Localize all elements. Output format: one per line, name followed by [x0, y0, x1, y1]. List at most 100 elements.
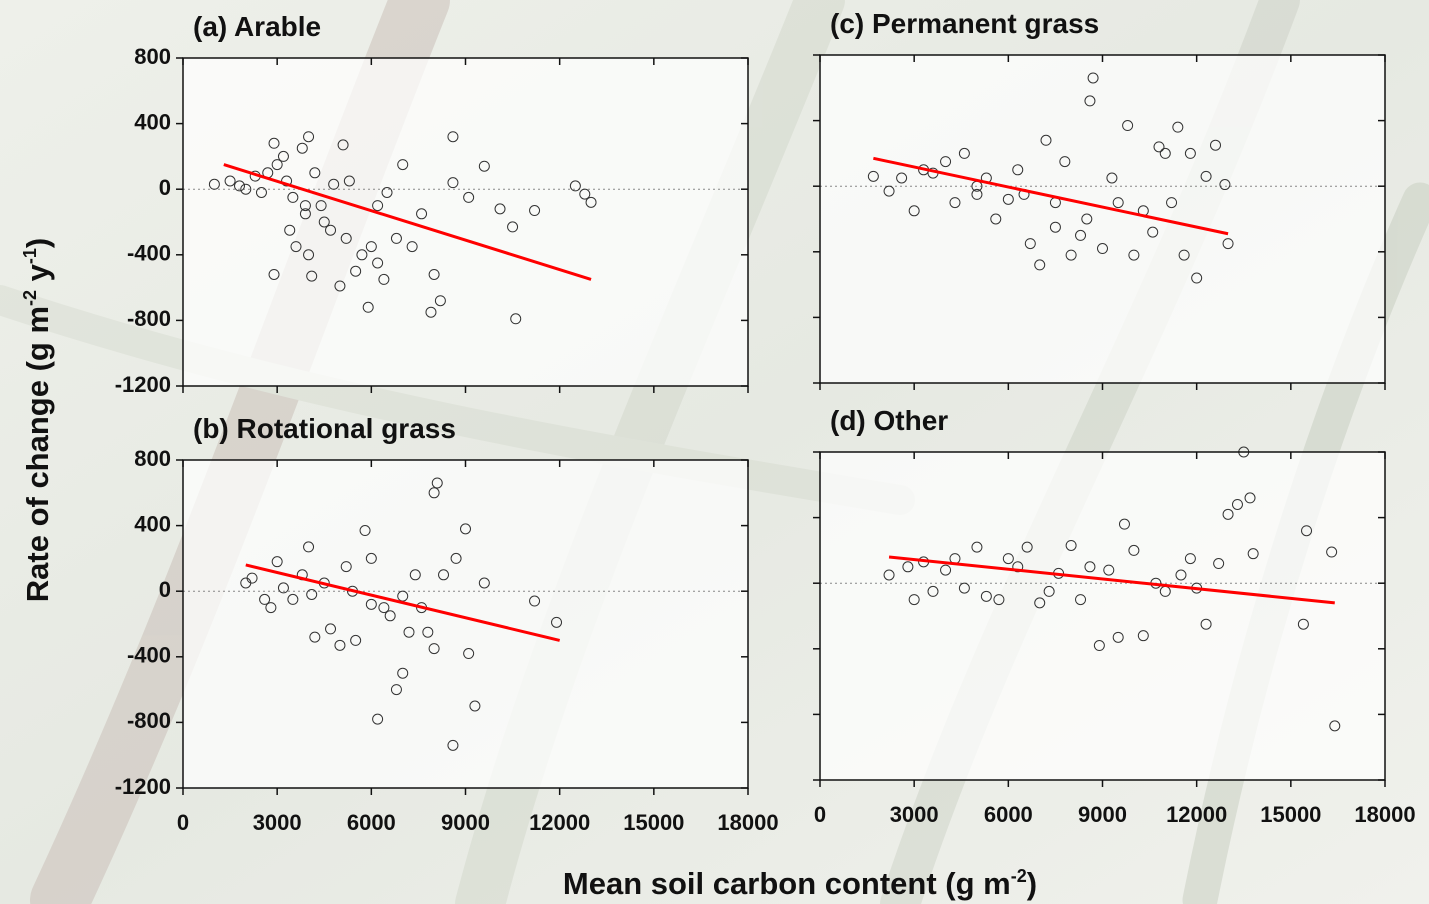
point [908, 594, 920, 606]
point [1024, 238, 1036, 250]
y-label-part: y [20, 263, 55, 290]
point [334, 280, 346, 292]
point [1184, 553, 1196, 565]
y-label-sup: -2 [20, 290, 40, 306]
point [447, 131, 459, 143]
y-tick-label: -1200 [115, 774, 171, 799]
y-label-sup: -1 [20, 248, 40, 264]
point [309, 167, 321, 179]
point [277, 582, 289, 594]
y-tick-label: 400 [134, 109, 171, 134]
point [325, 224, 337, 236]
point [431, 477, 443, 489]
point [318, 216, 330, 228]
point [478, 577, 490, 589]
y-tick-label: -400 [127, 643, 171, 668]
x-tick-label: 3000 [890, 802, 939, 827]
point [1137, 630, 1149, 642]
point [299, 208, 311, 220]
point [434, 295, 446, 307]
point [1093, 640, 1105, 652]
point [1244, 492, 1256, 504]
point [1034, 259, 1046, 271]
plot-frame [182, 57, 749, 387]
point [365, 552, 377, 564]
point [1329, 720, 1341, 732]
point [350, 265, 362, 277]
point [337, 139, 349, 151]
point [1200, 170, 1212, 182]
y-tick-label: -800 [127, 306, 171, 331]
y-tick-label: 400 [134, 511, 171, 536]
point [993, 594, 1005, 606]
point [365, 241, 377, 253]
point [1247, 548, 1259, 560]
point [1118, 518, 1130, 530]
point [447, 177, 459, 189]
point [980, 590, 992, 602]
x-tick-label: 9000 [1078, 802, 1127, 827]
y-tick-label: -1200 [115, 372, 171, 397]
y-axis-label: Rate of change (g m-2 y-1) [20, 238, 55, 602]
point [1200, 618, 1212, 630]
point [1128, 249, 1140, 261]
point [359, 525, 371, 537]
point [303, 249, 315, 261]
point [1297, 618, 1309, 630]
point [1084, 561, 1096, 573]
point [585, 196, 597, 208]
point [208, 178, 220, 190]
point [896, 172, 908, 184]
point [971, 188, 983, 200]
y-tick-label: 0 [159, 175, 171, 200]
point [328, 178, 340, 190]
trend-line [223, 163, 592, 281]
plot-area [183, 58, 748, 386]
point [1084, 95, 1096, 107]
point [1122, 120, 1134, 132]
point [529, 205, 541, 217]
point [1059, 156, 1071, 168]
point [1147, 226, 1159, 238]
point [422, 626, 434, 638]
point [296, 142, 308, 154]
plot-frame [819, 451, 1386, 781]
x-tick-label: 18000 [717, 810, 778, 835]
point [397, 590, 409, 602]
point [1106, 172, 1118, 184]
x-tick-label: 18000 [1354, 802, 1415, 827]
x-label-part: ) [1027, 866, 1037, 901]
point [1326, 546, 1338, 558]
point [372, 713, 384, 725]
point [1075, 594, 1087, 606]
point [378, 273, 390, 285]
point [397, 159, 409, 171]
point [409, 569, 421, 581]
point [902, 561, 914, 573]
y-label-part: ) [20, 238, 55, 248]
point [927, 585, 939, 597]
point [1034, 597, 1046, 609]
point [287, 191, 299, 203]
point [343, 175, 355, 187]
point [1222, 508, 1234, 520]
point [255, 186, 267, 198]
point [1087, 72, 1099, 84]
point [362, 301, 374, 313]
point [309, 631, 321, 643]
point [299, 200, 311, 212]
trend-line [245, 563, 561, 642]
point [1112, 197, 1124, 209]
plot-area [183, 460, 748, 788]
point [334, 639, 346, 651]
point [1210, 139, 1221, 151]
point [463, 191, 475, 203]
point [1043, 585, 1055, 597]
y-tick-label: 800 [134, 446, 171, 471]
point [1153, 141, 1165, 153]
point [340, 232, 352, 244]
point [1166, 197, 1178, 209]
point [1159, 147, 1171, 159]
point [265, 602, 277, 614]
